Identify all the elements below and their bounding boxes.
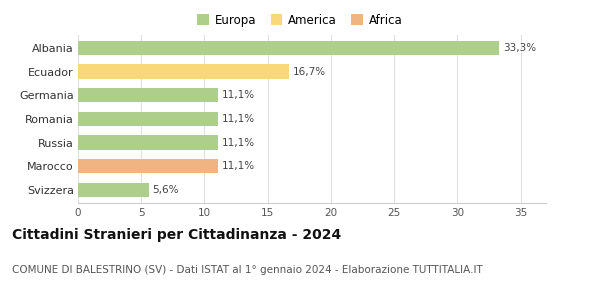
Text: COMUNE DI BALESTRINO (SV) - Dati ISTAT al 1° gennaio 2024 - Elaborazione TUTTITA: COMUNE DI BALESTRINO (SV) - Dati ISTAT a…: [12, 264, 483, 275]
Text: 11,1%: 11,1%: [222, 90, 256, 100]
Text: 33,3%: 33,3%: [503, 43, 536, 53]
Bar: [78, 64, 289, 79]
Bar: [78, 159, 218, 173]
Bar: [78, 183, 149, 197]
Text: 11,1%: 11,1%: [222, 137, 256, 148]
Text: 11,1%: 11,1%: [222, 114, 256, 124]
Bar: [78, 88, 218, 102]
Bar: [78, 112, 218, 126]
Legend: Europa, America, Africa: Europa, America, Africa: [193, 9, 407, 31]
Bar: [78, 41, 499, 55]
Text: 11,1%: 11,1%: [222, 161, 256, 171]
Bar: [78, 135, 218, 150]
Text: 5,6%: 5,6%: [152, 185, 179, 195]
Text: 16,7%: 16,7%: [293, 66, 326, 77]
Text: Cittadini Stranieri per Cittadinanza - 2024: Cittadini Stranieri per Cittadinanza - 2…: [12, 228, 341, 242]
